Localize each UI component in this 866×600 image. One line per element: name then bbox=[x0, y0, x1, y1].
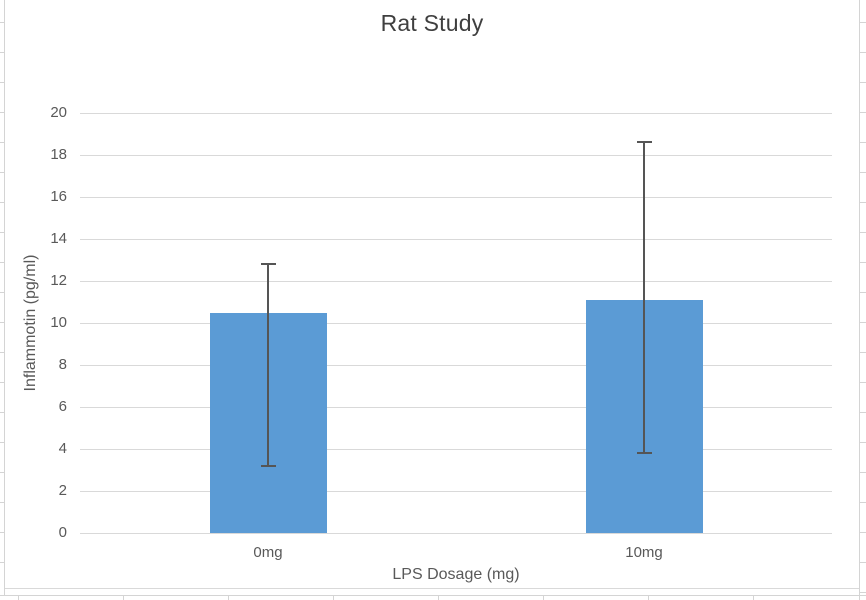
gridline bbox=[80, 323, 832, 324]
gridline bbox=[80, 155, 832, 156]
gridline bbox=[80, 281, 832, 282]
spreadsheet-left-strip[interactable] bbox=[0, 0, 5, 596]
y-tick-label: 4 bbox=[58, 440, 67, 457]
x-axis-title[interactable]: LPS Dosage (mg) bbox=[392, 566, 520, 583]
y-tick-label: 16 bbox=[50, 188, 67, 205]
x-axis[interactable]: 0mg 10mg bbox=[80, 544, 832, 564]
y-tick-label: 6 bbox=[58, 398, 67, 415]
gridline bbox=[80, 197, 832, 198]
y-tick-label: 8 bbox=[58, 356, 67, 373]
y-tick-label: 14 bbox=[50, 230, 67, 247]
gridline bbox=[80, 113, 832, 114]
gridline bbox=[80, 449, 832, 450]
y-tick-label: 2 bbox=[58, 482, 67, 499]
y-tick-label: 10 bbox=[50, 314, 67, 331]
y-axis[interactable]: 0 2 4 6 8 10 12 14 16 18 20 bbox=[5, 104, 67, 541]
spreadsheet-bottom-strip[interactable] bbox=[0, 595, 866, 600]
error-bar-cap-low-0mg bbox=[260, 464, 276, 467]
y-tick-label: 18 bbox=[50, 146, 67, 163]
gridline bbox=[80, 533, 832, 534]
chart-canvas[interactable]: Rat Study Inflammotin (pg/ml) 0 2 4 6 8 10 12 1… bbox=[5, 0, 859, 589]
chart-title[interactable]: Rat Study bbox=[380, 10, 484, 36]
gridline bbox=[80, 239, 832, 240]
spreadsheet-right-strip[interactable] bbox=[859, 0, 866, 600]
y-tick-label: 20 bbox=[50, 104, 67, 121]
x-tick-label-10mg: 10mg bbox=[625, 544, 663, 561]
gridline bbox=[80, 407, 832, 408]
y-tick-label: 0 bbox=[58, 524, 67, 541]
plot-area[interactable] bbox=[80, 113, 832, 534]
error-bar-cap-high-0mg bbox=[260, 263, 276, 266]
error-bar-cap-low-10mg bbox=[636, 452, 652, 455]
gridline bbox=[80, 491, 832, 492]
x-tick-label-0mg: 0mg bbox=[253, 544, 283, 561]
y-tick-label: 12 bbox=[50, 272, 67, 289]
error-bar-0mg[interactable] bbox=[267, 264, 269, 466]
gridline bbox=[80, 365, 832, 366]
error-bar-cap-high-10mg bbox=[636, 141, 652, 144]
error-bar-10mg[interactable] bbox=[643, 142, 645, 454]
